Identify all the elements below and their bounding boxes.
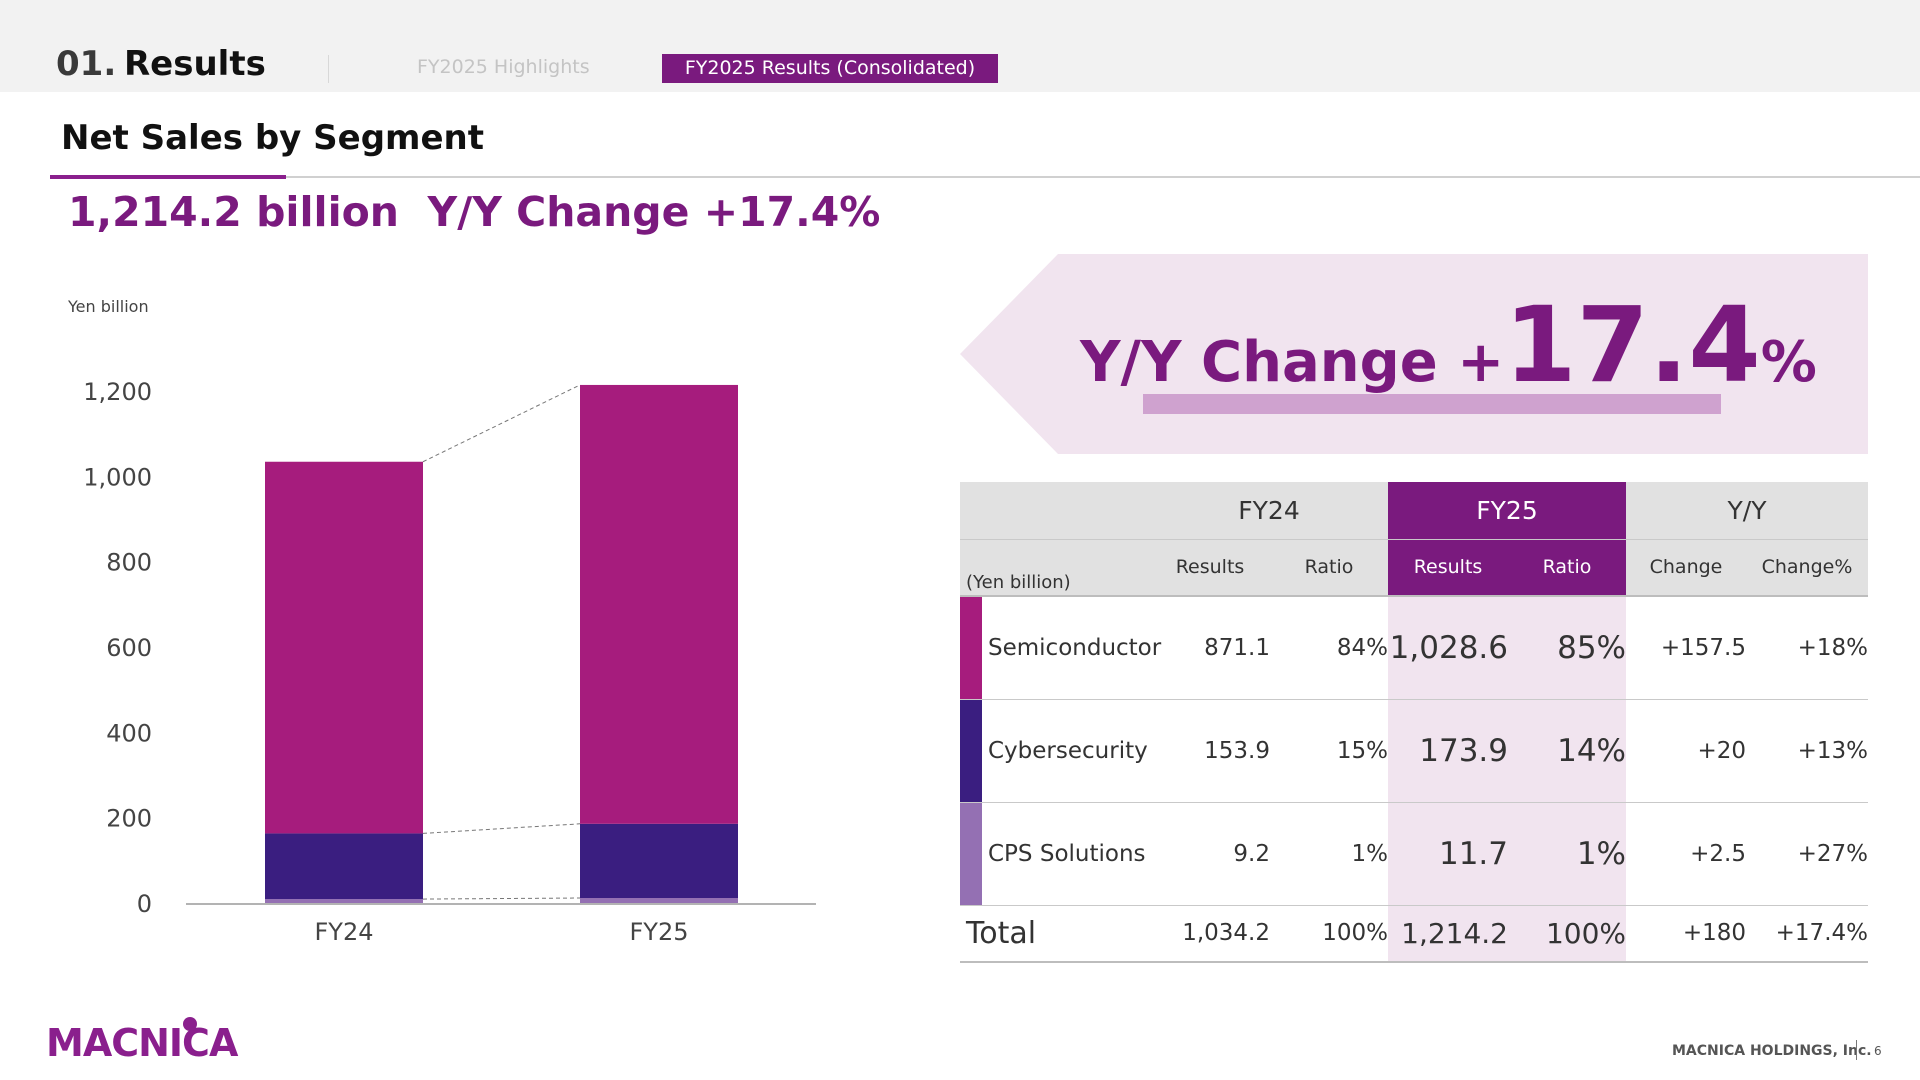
fy24-ratio-cell: 84% <box>1270 596 1388 700</box>
net-sales-stacked-bar-chart: Yen billion 0 200 400 600 800 1,000 1,200 FY24… <box>67 297 816 946</box>
segment-name: Cybersecurity <box>982 699 1150 803</box>
subheader-yy-change-pct: Change% <box>1746 539 1868 597</box>
title-divider-accent <box>50 175 286 179</box>
bar-fy25-cps-solutions <box>580 898 738 903</box>
subheader-fy24-ratio: Ratio <box>1270 539 1388 597</box>
table-row-semiconductor: Semiconductor 871.1 84% 1,028.6 85% +157… <box>960 596 1868 700</box>
yy-change-cell: +2.5 <box>1626 802 1746 906</box>
fy24-results-cell: 9.2 <box>1150 802 1270 906</box>
logo-dot <box>183 1017 197 1031</box>
table-subheader-row: (Yen billion) Results Ratio Results Rati… <box>960 539 1868 597</box>
header-divider <box>328 55 329 83</box>
table-row-total: Total 1,034.2 100% 1,214.2 100% +180 +17… <box>960 905 1868 963</box>
group-header-yy: Y/Y <box>1626 482 1868 540</box>
fy25-results-cell: 1,028.6 <box>1388 596 1508 700</box>
table-row-cybersecurity: Cybersecurity 153.9 15% 173.9 14% +20 +1… <box>960 699 1868 803</box>
banner-label: Y/Y Change + <box>1080 330 1505 395</box>
fy24-results-cell: 153.9 <box>1150 699 1270 803</box>
total-yy-change: +180 <box>1626 905 1746 963</box>
x-axis: FY24 FY25 <box>314 918 688 946</box>
group-header-fy25: FY25 <box>1388 482 1626 540</box>
total-fy25-results: 1,214.2 <box>1388 905 1508 963</box>
segment-sales-table: FY24 FY25 Y/Y (Yen billion) Results Rati… <box>960 482 1868 963</box>
subheader-fy25-ratio: Ratio <box>1508 539 1626 597</box>
fy24-ratio-cell: 15% <box>1270 699 1388 803</box>
total-yy-change-pct: +17.4% <box>1746 905 1868 963</box>
section-number: 01. <box>56 44 117 84</box>
bar-segments <box>265 384 738 903</box>
bar-fy25-cybersecurity <box>580 823 738 899</box>
subheader-fy25-results: Results <box>1388 539 1508 597</box>
cybersecurity-color-swatch <box>960 700 982 802</box>
yy-change-cell: +157.5 <box>1626 596 1746 700</box>
yy-change-pct-cell: +18% <box>1746 596 1868 700</box>
banner-arrow-shape <box>960 254 1868 454</box>
x-tick-label: FY25 <box>629 918 688 946</box>
connector-line <box>422 897 581 900</box>
logo-wordmark: MACNICA <box>46 1021 239 1064</box>
cps-solutions-color-swatch <box>960 803 982 905</box>
fy25-results-cell: 173.9 <box>1388 699 1508 803</box>
subheader-fy24-results: Results <box>1150 539 1270 597</box>
bar-fy24-cps-solutions <box>265 899 423 903</box>
y-tick-label: 200 <box>106 805 152 833</box>
bar-fy25-semiconductor <box>580 384 738 824</box>
fy25-results-cell: 11.7 <box>1388 802 1508 906</box>
page-title: Net Sales by Segment <box>61 118 484 158</box>
connector-line <box>422 384 581 463</box>
page-number: 6 <box>1874 1044 1882 1058</box>
headline-summary: 1,214.2 billion Y/Y Change +17.4% <box>68 188 881 236</box>
bar-fy24-cybersecurity <box>265 833 423 900</box>
chart-unit-label: Yen billion <box>67 297 149 316</box>
group-header-fy24: FY24 <box>1150 482 1388 540</box>
segment-name: CPS Solutions <box>982 802 1150 906</box>
y-tick-label: 0 <box>137 890 152 918</box>
yy-change-pct-cell: +27% <box>1746 802 1868 906</box>
yy-change-cell: +20 <box>1626 699 1746 803</box>
section-title: Results <box>124 44 266 84</box>
y-tick-label: 1,000 <box>83 463 152 491</box>
table-group-header-row: FY24 FY25 Y/Y <box>960 482 1868 540</box>
tab-fy2025-highlights[interactable]: FY2025 Highlights <box>417 56 590 78</box>
connector-line <box>422 823 581 834</box>
y-axis: 0 200 400 600 800 1,000 1,200 <box>83 378 152 918</box>
fy25-ratio-cell: 85% <box>1508 596 1626 700</box>
y-tick-label: 400 <box>106 719 152 747</box>
fy24-results-cell: 871.1 <box>1150 596 1270 700</box>
footer-company-name: MACNICA HOLDINGS, Inc. <box>1672 1043 1872 1059</box>
table-row-cps-solutions: CPS Solutions 9.2 1% 11.7 1% +2.5 +27% <box>960 802 1868 906</box>
y-tick-label: 1,200 <box>83 378 152 406</box>
banner-value: 17.4 <box>1504 284 1761 406</box>
yy-change-pct-cell: +13% <box>1746 699 1868 803</box>
yy-change-banner: Y/Y Change +17.4% <box>960 254 1868 454</box>
total-fy24-results: 1,034.2 <box>1150 905 1270 963</box>
title-divider <box>50 176 1920 178</box>
subheader-yy-change: Change <box>1626 539 1746 597</box>
y-tick-label: 600 <box>106 634 152 662</box>
y-tick-label: 800 <box>106 549 152 577</box>
semiconductor-color-swatch <box>960 597 982 699</box>
fy25-ratio-cell: 14% <box>1508 699 1626 803</box>
banner-percent-sign: % <box>1760 330 1817 395</box>
segment-name: Semiconductor <box>982 596 1161 700</box>
banner-underline-highlight <box>1143 394 1721 414</box>
macnica-logo: MACNICA <box>46 1017 240 1064</box>
fy25-ratio-cell: 1% <box>1508 802 1626 906</box>
footer-divider <box>1856 1040 1857 1060</box>
total-fy24-ratio: 100% <box>1270 905 1388 963</box>
x-tick-label: FY24 <box>314 918 373 946</box>
banner-text: Y/Y Change +17.4% <box>1080 284 1817 414</box>
total-fy25-ratio: 100% <box>1508 905 1626 963</box>
fy24-ratio-cell: 1% <box>1270 802 1388 906</box>
bar-connector-lines <box>422 384 581 900</box>
tab-fy2025-results-consolidated[interactable]: FY2025 Results (Consolidated) <box>662 54 998 83</box>
total-label: Total <box>960 905 1150 963</box>
table-corner-cell <box>960 482 1150 540</box>
table-unit-label: (Yen billion) <box>960 539 1150 597</box>
bar-fy24-semiconductor <box>265 461 423 834</box>
